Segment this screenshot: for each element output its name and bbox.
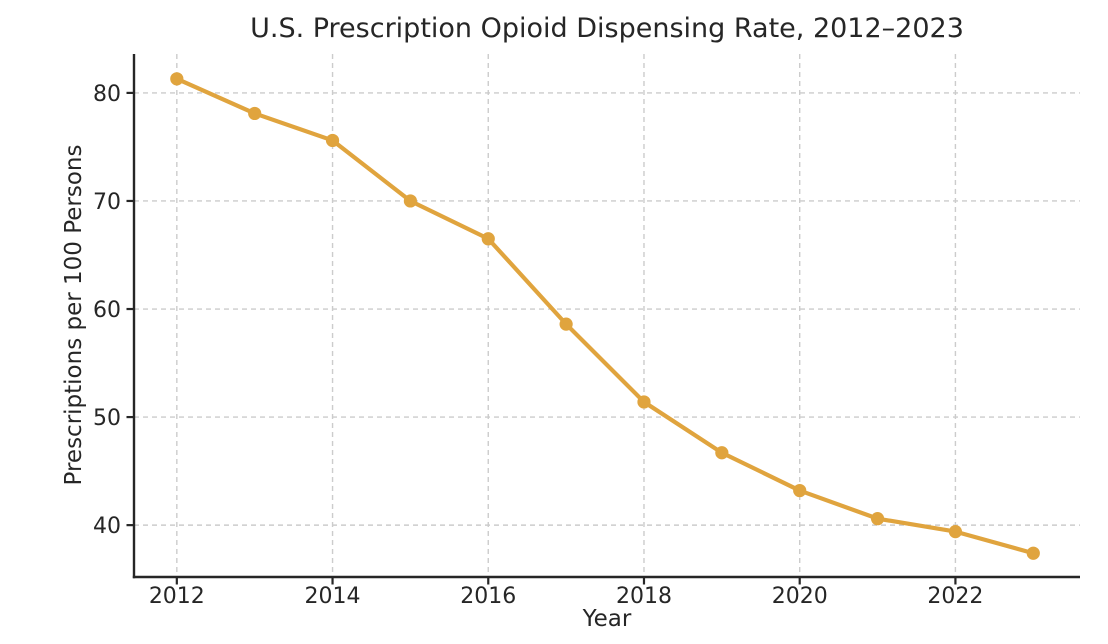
x-tick-label: 2022 — [927, 584, 983, 609]
data-point — [559, 317, 573, 331]
y-tick-label: 40 — [93, 514, 121, 539]
y-tick-label: 60 — [93, 298, 121, 323]
data-point — [481, 232, 495, 246]
y-tick-label: 70 — [93, 190, 121, 215]
data-point — [170, 72, 184, 86]
data-point — [870, 512, 885, 526]
chart-title: U.S. Prescription Opioid Dispensing Rate… — [250, 13, 964, 44]
data-point — [403, 194, 418, 208]
x-tick-label: 2020 — [772, 584, 828, 609]
data-line — [174, 76, 1036, 556]
y-axis-label: Prescriptions per 100 Persons — [61, 144, 87, 486]
data-point — [248, 106, 262, 121]
x-axis-label: Year — [582, 606, 632, 632]
data-point — [325, 133, 340, 148]
data-point — [948, 525, 963, 539]
data-point — [793, 483, 807, 498]
x-tick-label: 2012 — [149, 584, 205, 609]
x-tick-label: 2016 — [460, 584, 516, 609]
y-tick-label: 80 — [93, 82, 121, 107]
x-tick-label: 2018 — [616, 584, 672, 609]
y-tick-label: 50 — [93, 406, 121, 431]
data-point — [715, 446, 729, 460]
data-point — [1026, 546, 1040, 560]
data-point — [637, 395, 651, 409]
x-tick-label: 2014 — [305, 584, 361, 609]
